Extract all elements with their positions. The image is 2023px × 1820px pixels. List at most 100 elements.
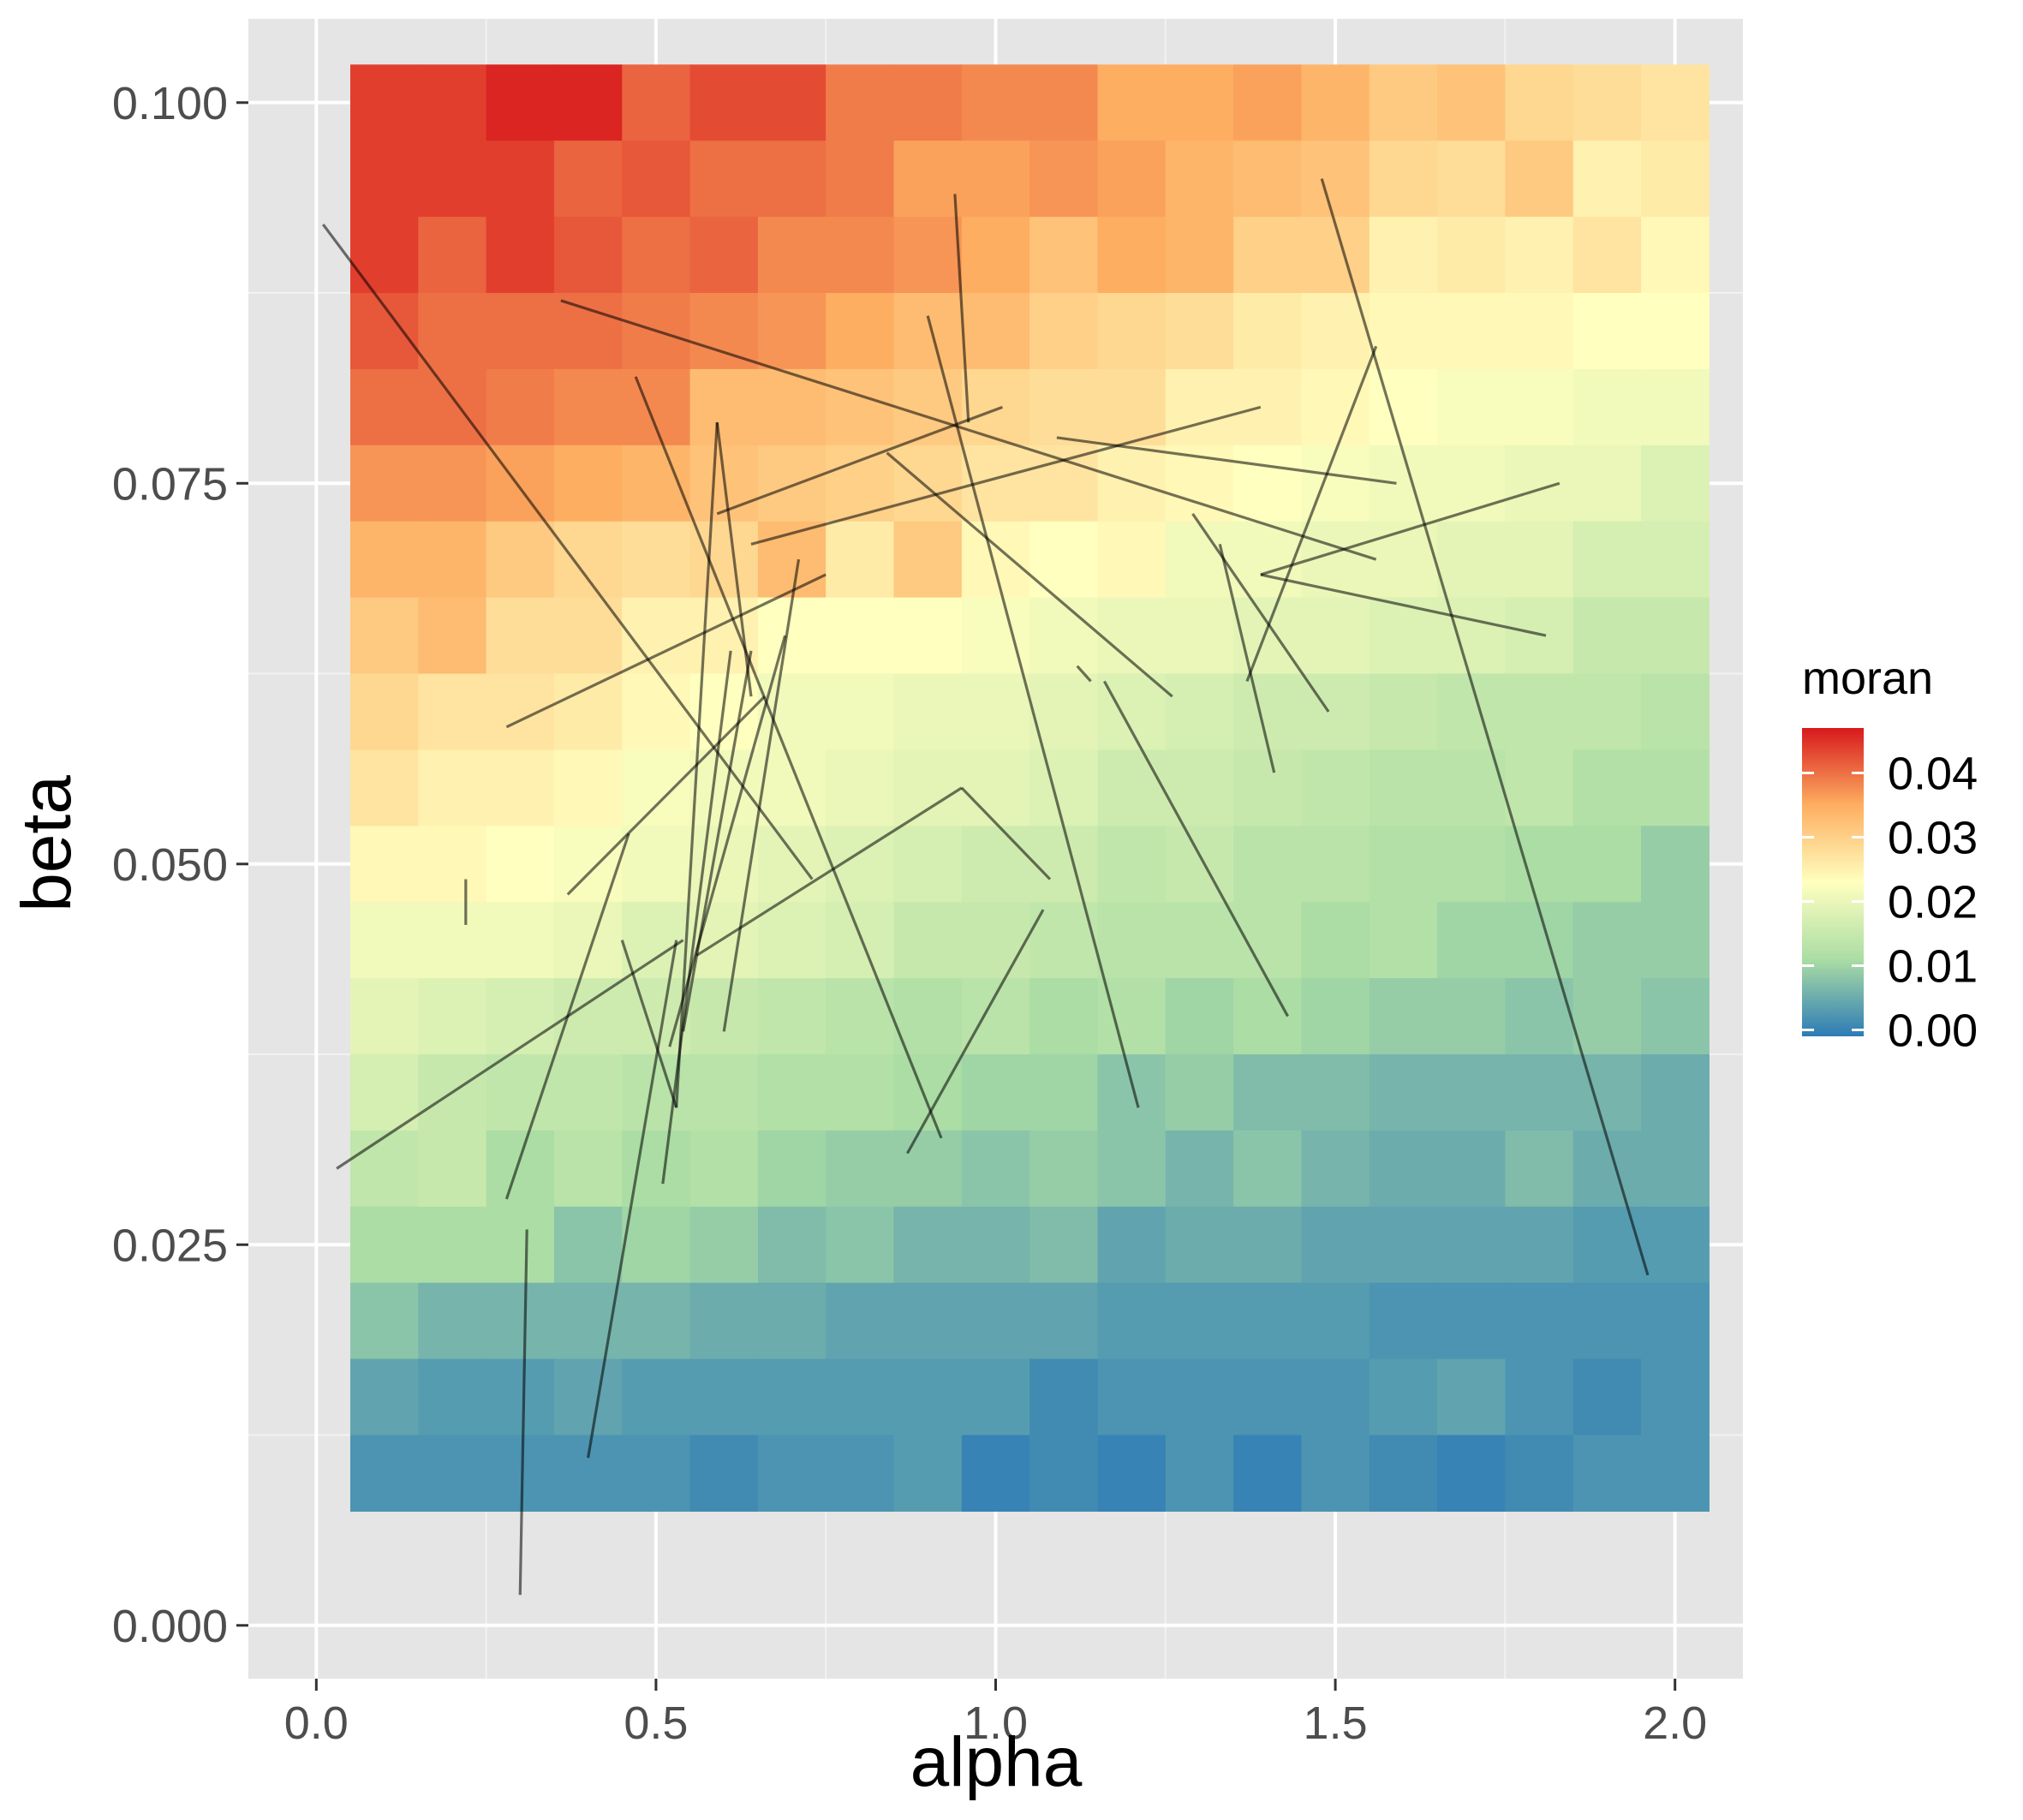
heatmap-tile (553, 217, 623, 294)
heatmap-tile (1641, 826, 1710, 903)
heatmap-tile (622, 673, 691, 751)
heatmap-tile (757, 1130, 827, 1208)
heatmap-tile (418, 978, 487, 1055)
segment-line (1320, 178, 1650, 1276)
heatmap-tile (1233, 1130, 1303, 1208)
heatmap-tile (1437, 902, 1506, 979)
heatmap-tile (1572, 368, 1642, 446)
heatmap-tile (349, 64, 419, 141)
heatmap-tile (1641, 293, 1710, 370)
heatmap-tile (1165, 597, 1234, 675)
heatmap-tile (757, 1435, 827, 1513)
heatmap-tile (1029, 64, 1099, 141)
heatmap-tile (1641, 978, 1710, 1055)
heatmap-tile (1233, 293, 1303, 370)
heatmap-tile (1641, 597, 1710, 675)
heatmap-tile (418, 749, 487, 826)
heatmap-tile (1369, 368, 1438, 446)
heatmap-tile (1505, 293, 1574, 370)
heatmap-tile (622, 1282, 691, 1360)
heatmap-tile (1369, 217, 1438, 294)
heatmap-tile (1437, 140, 1506, 218)
heatmap-tile (418, 140, 487, 218)
heatmap-tile (1097, 521, 1167, 599)
heatmap-tile (757, 1206, 827, 1284)
heatmap-tile (486, 1054, 555, 1131)
heatmap-tile (1029, 293, 1099, 370)
heatmap-tile (486, 1358, 555, 1436)
heatmap-tile (1097, 1358, 1167, 1436)
heatmap-tile (1301, 597, 1370, 675)
segment-line (668, 635, 787, 1047)
heatmap-tile (961, 978, 1030, 1055)
heatmap-tile (486, 673, 555, 751)
heatmap-tile (1097, 1054, 1167, 1131)
heatmap-tile (1029, 1282, 1099, 1360)
heatmap-tile (1641, 1358, 1710, 1436)
heatmap-tile (1505, 1358, 1574, 1436)
heatmap-tile (486, 521, 555, 599)
heatmap-tile (1505, 749, 1574, 826)
heatmap-tile (1165, 1206, 1234, 1284)
heatmap-tile (1572, 64, 1642, 141)
segment-line (715, 421, 753, 697)
heatmap-tile (486, 826, 555, 903)
heatmap-tile (1301, 1435, 1370, 1513)
heatmap-tile (689, 293, 759, 370)
heatmap-tile (1165, 673, 1234, 751)
heatmap-tile (826, 1358, 895, 1436)
heatmap-tile (1572, 902, 1642, 979)
heatmap-tile (1369, 1054, 1438, 1131)
segment-line (336, 939, 684, 1170)
heatmap-tile (893, 673, 963, 751)
heatmap-tile (1369, 673, 1438, 751)
heatmap-tile (622, 902, 691, 979)
heatmap-tile (1233, 1358, 1303, 1436)
heatmap-tile (622, 217, 691, 294)
heatmap-tile (349, 1206, 419, 1284)
heatmap-tile (893, 140, 963, 218)
heatmap-tile (486, 902, 555, 979)
heatmap-tile (1165, 1054, 1234, 1131)
heatmap-tile (1437, 293, 1506, 370)
heatmap-tile (486, 64, 555, 141)
heatmap-tile (1641, 368, 1710, 446)
heatmap-tile (893, 1130, 963, 1208)
x-axis-title: alpha (910, 1723, 1083, 1801)
heatmap-tile (961, 1130, 1030, 1208)
heatmap-tile (553, 749, 623, 826)
heatmap-tile (1572, 826, 1642, 903)
heatmap-tile (1437, 521, 1506, 599)
heatmap-tile (553, 1054, 623, 1131)
heatmap-tile (1369, 1130, 1438, 1208)
heatmap-tile (1233, 597, 1303, 675)
heatmap-tile (1572, 521, 1642, 599)
heatmap-tile (826, 293, 895, 370)
heatmap-tile (1233, 140, 1303, 218)
heatmap-tile (1641, 445, 1710, 522)
heatmap-tile (1097, 673, 1167, 751)
heatmap-tile (757, 140, 827, 218)
segment-line (1103, 680, 1289, 1017)
heatmap-tile (1572, 445, 1642, 522)
heatmap-tile (1437, 1130, 1506, 1208)
segment-line (1260, 573, 1547, 637)
heatmap-tile (893, 1282, 963, 1360)
heatmap-tile (1369, 1435, 1438, 1513)
segment-line (905, 909, 1045, 1155)
heatmap-tile (1369, 1206, 1438, 1284)
heatmap-tile (961, 1054, 1030, 1131)
segment-line (1260, 481, 1561, 576)
segment-line (1056, 436, 1397, 485)
heatmap-tile (418, 597, 487, 675)
heatmap-tile (1437, 597, 1506, 675)
segment-line (716, 405, 1003, 516)
heatmap-tile (826, 368, 895, 446)
heatmap-tile (757, 1054, 827, 1131)
heatmap-tile (1641, 1435, 1710, 1513)
heatmap-tile (1505, 1206, 1574, 1284)
heatmap-tile (1097, 826, 1167, 903)
heatmap-tile (826, 749, 895, 826)
heatmap-tile (418, 521, 487, 599)
heatmap-tile (961, 1206, 1030, 1284)
